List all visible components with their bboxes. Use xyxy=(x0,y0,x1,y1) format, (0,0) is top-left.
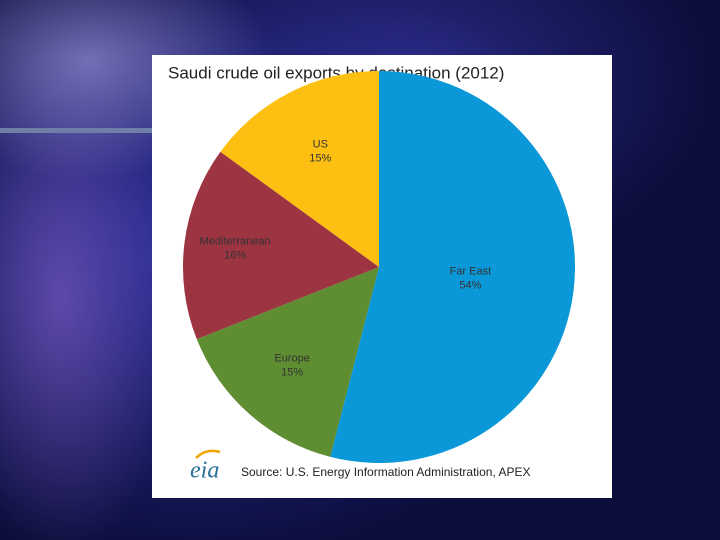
slice-value-label: 15% xyxy=(309,153,331,165)
decor-bar xyxy=(0,128,152,133)
slice-label: Europe xyxy=(274,352,309,364)
slice-label: US xyxy=(313,139,328,151)
pie: Far East 54% Europe 15% Mediterranean 16% US 15… xyxy=(182,71,575,464)
slice-label: Mediterranean xyxy=(200,236,271,248)
slice-value-label: 16% xyxy=(224,250,246,262)
logo: eia xyxy=(190,458,219,484)
source-note: Source: U.S. Energy Information Administ… xyxy=(241,465,530,479)
logo-swoosh xyxy=(195,449,221,459)
slice-label: Far East xyxy=(450,265,492,277)
pie-slice xyxy=(182,151,379,340)
pie-slice xyxy=(196,267,379,457)
slice-value-label: 15% xyxy=(281,366,303,378)
pie-slice xyxy=(220,71,379,267)
slice-value-label: 54% xyxy=(459,279,481,291)
pie-slice xyxy=(330,71,575,464)
